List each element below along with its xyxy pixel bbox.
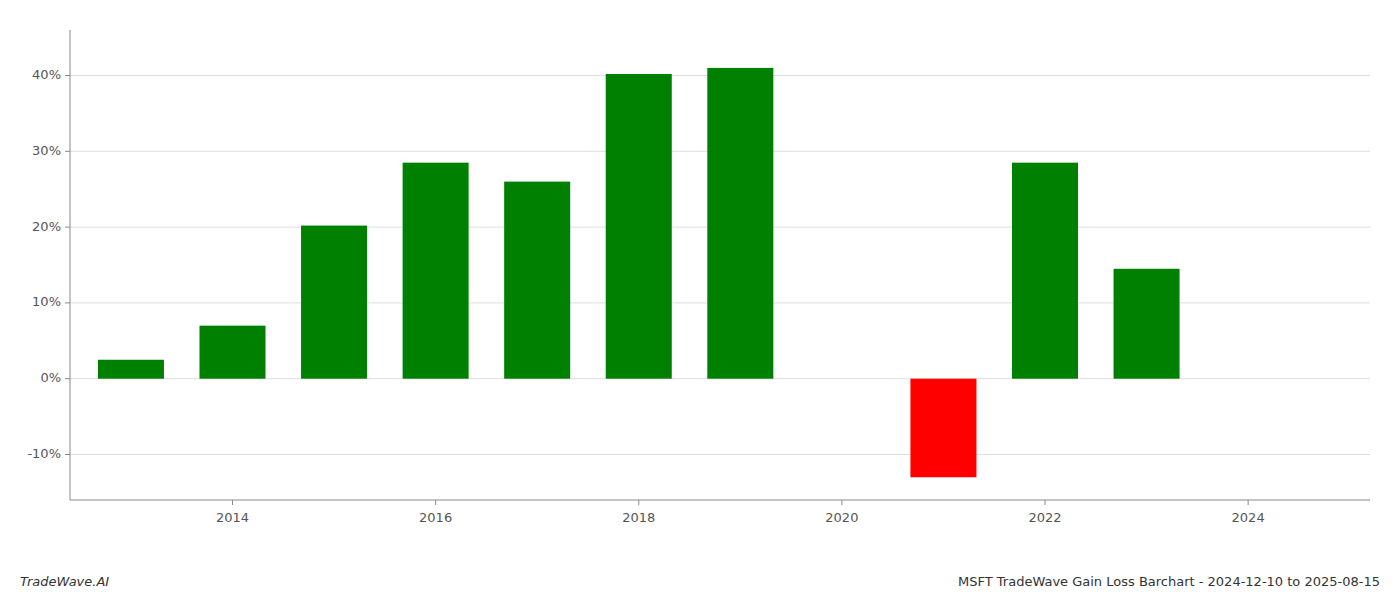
x-tick-label: 2018	[622, 510, 655, 525]
y-tick-label: 20%	[32, 219, 61, 234]
x-tick-mark	[435, 500, 436, 505]
background	[0, 0, 1400, 600]
chart-title: MSFT TradeWave Gain Loss Barchart - 2024…	[958, 574, 1380, 589]
watermark: TradeWave.AI	[20, 574, 109, 589]
chart-svg: -10%0%10%20%30%40%2014201620182020202220…	[0, 0, 1400, 600]
y-tick-mark	[65, 227, 70, 228]
x-axis-line	[70, 499, 1370, 500]
bar	[403, 163, 469, 379]
grid-line	[70, 454, 1370, 455]
y-tick-mark	[65, 151, 70, 152]
x-tick-mark	[1045, 500, 1046, 505]
y-tick-label: -10%	[27, 446, 61, 461]
bar	[606, 74, 672, 379]
x-tick-label: 2024	[1232, 510, 1265, 525]
x-tick-mark	[1248, 500, 1249, 505]
bar	[301, 226, 367, 379]
bar	[707, 68, 773, 379]
bar	[910, 379, 976, 478]
x-ticks: 2014 2016 2018 2020 2022 2024	[216, 500, 1265, 525]
x-tick-label: 2016	[419, 510, 452, 525]
bar	[98, 360, 164, 379]
x-tick-mark	[638, 500, 639, 505]
bar	[504, 182, 570, 379]
x-tick-label: 2014	[216, 510, 249, 525]
y-tick-mark	[65, 454, 70, 455]
bar	[1012, 163, 1078, 379]
x-tick-label: 2020	[825, 510, 858, 525]
x-tick-mark	[232, 500, 233, 505]
y-axis-line	[70, 30, 71, 500]
bars	[98, 68, 1180, 477]
y-tick-label: 10%	[32, 294, 61, 309]
x-tick-label: 2022	[1028, 510, 1061, 525]
y-tick-label: 40%	[32, 67, 61, 82]
y-tick-mark	[65, 75, 70, 76]
y-tick-label: 30%	[32, 143, 61, 158]
y-tick-label: 0%	[40, 370, 61, 385]
y-tick-mark	[65, 378, 70, 379]
y-tick-mark	[65, 302, 70, 303]
y-ticks: -10% 0% 10% 20% 30% 40%	[27, 67, 70, 461]
bar	[199, 326, 265, 379]
chart-container: -10%0%10%20%30%40%2014201620182020202220…	[0, 0, 1400, 600]
bar	[1114, 269, 1180, 379]
x-tick-mark	[841, 500, 842, 505]
